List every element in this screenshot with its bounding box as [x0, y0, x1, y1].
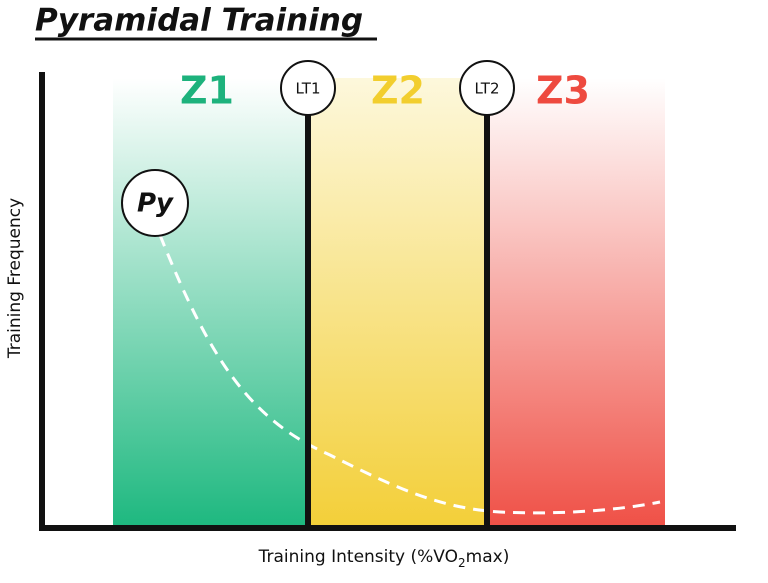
y-axis-label: Training Frequency	[5, 198, 25, 359]
zone-label: Z1	[180, 69, 234, 113]
threshold-label: LT2	[475, 80, 500, 98]
curve-label: Py	[137, 189, 174, 219]
zone-3	[487, 78, 665, 528]
zone-1	[113, 78, 308, 528]
x-axis-label-part: Training Intensity (%VO	[258, 547, 458, 567]
x-axis-label-subscript: 2	[458, 556, 466, 570]
curve	[158, 234, 661, 515]
title: Pyramidal Training	[35, 3, 363, 39]
x-axis-label: Training Intensity (%VO2max)	[258, 547, 510, 570]
threshold-label: LT1	[296, 80, 321, 98]
zone-label: Z2	[371, 69, 425, 113]
zone-2	[308, 78, 487, 528]
curve-marker	[121, 169, 189, 237]
x-axis-label-part: max)	[466, 547, 510, 567]
threshold-marker	[280, 60, 336, 116]
threshold-marker	[459, 60, 515, 116]
zone-label: Z3	[536, 69, 590, 113]
